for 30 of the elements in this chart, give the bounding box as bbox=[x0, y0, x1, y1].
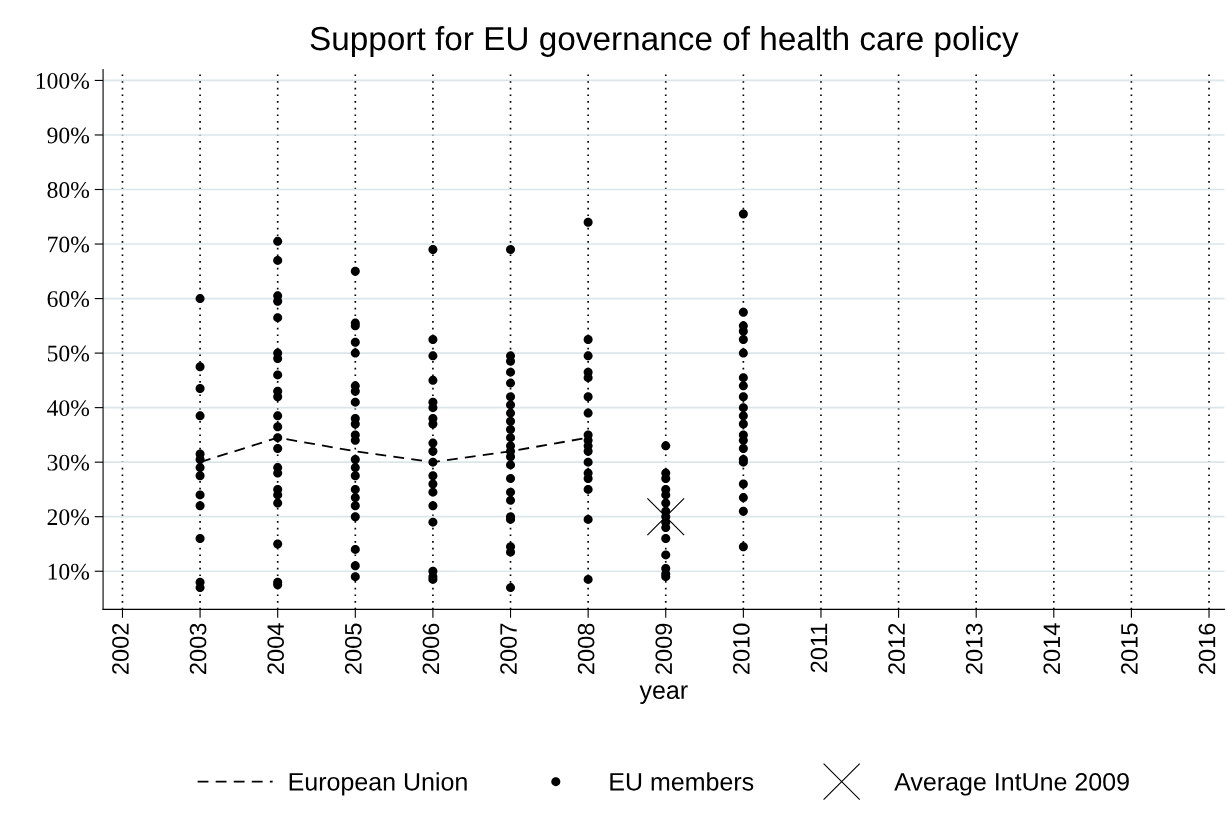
x-axis-title: year bbox=[639, 685, 688, 704]
x-tick-label: 2013 bbox=[965, 623, 983, 674]
x-tick-label: 2012 bbox=[888, 623, 905, 674]
y-tick-label: 30% bbox=[47, 454, 90, 471]
x-tick-label: 2011 bbox=[810, 623, 828, 673]
y-tick-label: 80% bbox=[47, 181, 90, 199]
legend-label: EU members bbox=[610, 772, 754, 791]
legend-label: Average IntUne 2009 bbox=[894, 772, 1129, 796]
y-tick-label: 40% bbox=[47, 400, 90, 417]
y-tick-label: 20% bbox=[47, 509, 90, 526]
x-tick-label: 2008 bbox=[577, 623, 595, 674]
x-tick-label: 2016 bbox=[1198, 623, 1216, 674]
y-tick-label: 50% bbox=[47, 345, 90, 362]
y-tick-label: 100% bbox=[36, 72, 90, 89]
x-tick-label: 2003 bbox=[189, 623, 207, 674]
x-tick-label: 2006 bbox=[422, 623, 440, 674]
y-tick-label: 90% bbox=[47, 127, 90, 144]
x-tick-label: 2002 bbox=[112, 623, 129, 674]
x-tick-label: 2007 bbox=[500, 623, 517, 674]
legend-label: European Union bbox=[289, 772, 467, 796]
y-tick-label: 10% bbox=[48, 563, 90, 580]
x-tick-label: 2004 bbox=[267, 623, 285, 674]
x-tick-label: 2010 bbox=[732, 623, 750, 674]
x-tick-label: 2005 bbox=[344, 623, 362, 674]
x-tick-label: 2009 bbox=[655, 623, 673, 674]
x-tick-label: 2014 bbox=[1043, 623, 1061, 674]
y-tick-label: 60% bbox=[47, 291, 90, 308]
x-tick-label: 2015 bbox=[1121, 623, 1138, 674]
chart-title: Support for EU governance of health care policy bbox=[310, 25, 1019, 57]
y-tick-label: 70% bbox=[48, 236, 90, 253]
